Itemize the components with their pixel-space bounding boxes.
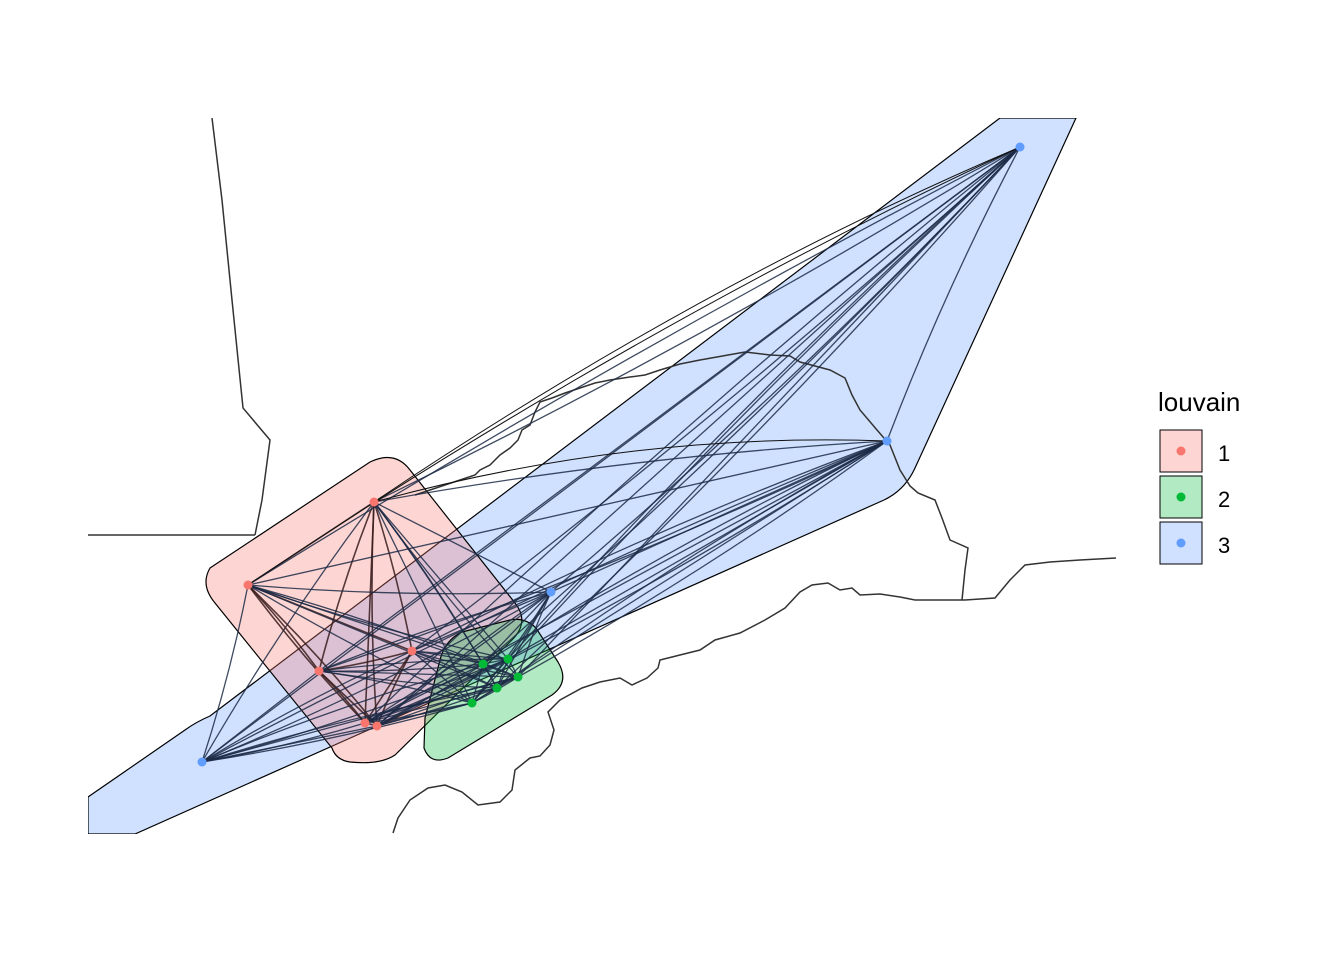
edge-l-n — [550, 146, 1021, 593]
edge-f-o — [201, 725, 378, 763]
edge-long-m-a — [373, 439, 888, 503]
boundary-coastline-south — [392, 557, 1117, 834]
edge-m-o — [201, 440, 888, 763]
edge-f-h — [376, 658, 509, 727]
edge-c-m — [318, 440, 888, 672]
node-cluster-2 — [467, 698, 477, 708]
edge-g-n — [482, 591, 552, 665]
edge-a-l — [373, 146, 1021, 503]
edge-d-o — [201, 650, 413, 763]
edge-k-o — [201, 702, 473, 763]
edge-f-l — [376, 146, 1021, 727]
node-cluster-1 — [360, 718, 370, 728]
edge-d-h — [411, 650, 509, 660]
edge-b-f — [247, 584, 378, 727]
edge-c-n — [318, 591, 552, 672]
node-cluster-1 — [243, 580, 253, 590]
edge-k-m — [471, 440, 888, 704]
legend-key-dot-1 — [1176, 446, 1186, 456]
edge-long-l-a — [373, 146, 1021, 503]
edge-f-i — [376, 676, 519, 727]
edge-b-o — [201, 584, 249, 763]
node-cluster-1 — [369, 497, 379, 507]
boundary-line-east — [744, 351, 969, 601]
edge-b-e — [247, 584, 366, 724]
edge-c-h — [318, 658, 509, 672]
edge-d-k — [411, 650, 473, 704]
edge-b-h — [247, 584, 509, 660]
network-nodes — [197, 142, 1025, 767]
edge-a-f — [371, 501, 378, 727]
legend-key-dot-3 — [1176, 538, 1186, 548]
legend-item-1: 1 — [1159, 429, 1230, 473]
edge-a-d — [373, 501, 413, 652]
node-cluster-2 — [513, 672, 523, 682]
legend-label-1: 1 — [1218, 441, 1230, 466]
edge-e-m — [364, 440, 888, 724]
edge-d-i — [411, 650, 519, 678]
node-cluster-3 — [197, 757, 207, 767]
edge-l-m — [886, 146, 1021, 442]
edge-b-n — [247, 584, 552, 595]
node-cluster-1 — [407, 646, 417, 656]
edge-g-m — [482, 440, 888, 665]
edge-k-l — [471, 146, 1021, 704]
edge-m-n — [550, 440, 888, 593]
boundary-line-west — [211, 118, 271, 536]
node-cluster-3 — [882, 436, 892, 446]
node-cluster-3 — [546, 587, 556, 597]
plot-panel — [88, 118, 1117, 834]
edge-j-m — [496, 440, 888, 689]
edge-a-c — [318, 501, 375, 672]
legend-label-2: 2 — [1218, 487, 1230, 512]
edge-i-o — [201, 676, 519, 763]
edge-b-m — [247, 440, 888, 586]
edge-long-l-b — [247, 146, 1021, 586]
node-cluster-3 — [1015, 142, 1025, 152]
edge-e-l — [364, 146, 1021, 724]
edge-a-n — [373, 501, 552, 593]
edge-i-n — [517, 591, 552, 678]
network-edges — [201, 146, 1021, 763]
edge-a-m — [373, 440, 888, 503]
edge-j-l — [496, 146, 1021, 689]
node-cluster-1 — [314, 666, 324, 676]
node-cluster-1 — [372, 721, 382, 731]
node-cluster-2 — [492, 683, 502, 693]
edge-i-l — [517, 146, 1021, 678]
edge-k-n — [471, 591, 552, 704]
edge-b-l — [247, 146, 1021, 586]
edge-j-o — [201, 687, 498, 763]
edge-d-f — [376, 650, 413, 727]
edge-f-k — [376, 702, 473, 727]
edge-a-o — [201, 501, 375, 763]
edge-n-o — [201, 591, 552, 763]
legend: louvain 1 2 3 — [1158, 387, 1240, 565]
legend-item-3: 3 — [1159, 521, 1230, 565]
hull-cluster-1 — [205, 456, 523, 764]
node-cluster-2 — [503, 654, 513, 664]
legend-label-3: 3 — [1218, 533, 1230, 558]
edge-i-m — [517, 440, 888, 678]
legend-title: louvain — [1158, 387, 1240, 417]
node-cluster-2 — [478, 659, 488, 669]
legend-item-2: 2 — [1159, 475, 1230, 519]
edge-h-l — [507, 146, 1021, 660]
edge-e-n — [364, 591, 552, 724]
legend-key-dot-2 — [1176, 492, 1186, 502]
